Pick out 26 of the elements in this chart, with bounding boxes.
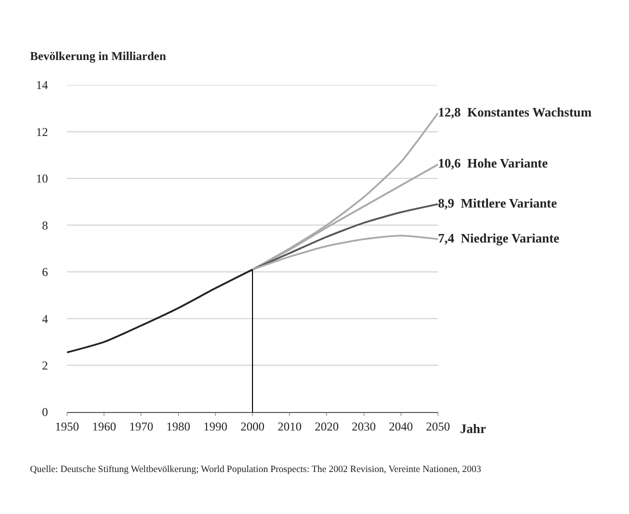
y-tick-label: 14 (36, 78, 48, 92)
x-tick-label: 2000 (240, 419, 264, 434)
source-note: Quelle: Deutsche Stiftung Weltbevölkerung; World Population Prospects: The 2002 Revision, Vereinte Nationen, 2003 (30, 465, 482, 475)
x-tick-label: 1970 (129, 419, 154, 434)
x-tick-label: 2020 (314, 419, 339, 434)
x-tick-label: 1990 (203, 419, 228, 434)
x-tick-label: 1950 (55, 419, 79, 434)
y-tick-label: 10 (36, 172, 48, 186)
text: 8,9 Mittlere Variante (438, 195, 557, 210)
y-tick-label: 0 (42, 405, 48, 420)
text: 10,6 Hohe Variante (438, 156, 548, 171)
y-tick-label: 2 (42, 358, 48, 372)
y-tick-label: 8 (42, 218, 48, 232)
y-tick-label: 4 (42, 312, 48, 326)
y-tick-label: 12 (36, 124, 48, 139)
x-tick-label: 2040 (388, 419, 413, 434)
x-tick-label: 1980 (166, 419, 190, 434)
x-tick-label: 2010 (278, 419, 302, 434)
text: 7,4 Niedrige Variante (438, 230, 560, 246)
y-tick-label: 6 (42, 265, 48, 280)
x-axis-title: Jahr (460, 421, 486, 436)
x-tick-label: 2030 (352, 419, 376, 434)
x-tick-label: 2050 (426, 419, 450, 434)
y-axis-title: Bevölkerung in Milliarden (30, 49, 166, 63)
x-tick-label: 1960 (92, 419, 116, 434)
text: 12,8 Konstantes Wachstum (438, 104, 592, 120)
